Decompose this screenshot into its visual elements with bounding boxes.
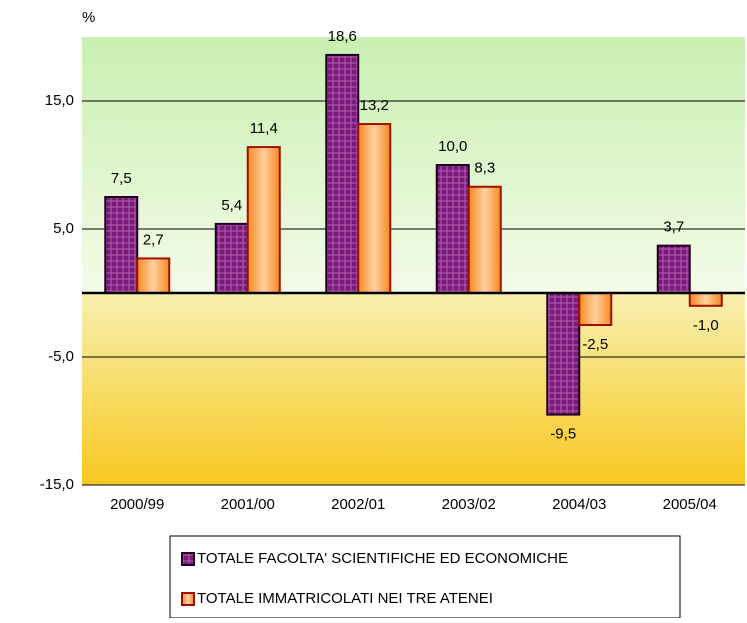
bar [246,146,281,294]
data-label: 10,0 [438,138,467,155]
plot-bg-top [82,37,745,293]
y-tick-label: 5,0 [53,220,74,237]
bar [578,292,613,326]
data-label: -1,0 [693,317,719,334]
data-label: 8,3 [474,160,495,177]
x-tick-label: 2000/99 [110,496,164,513]
x-tick-label: 2002/01 [331,496,385,513]
plot-bg-bottom [82,293,745,485]
data-label: 3,7 [663,219,684,236]
bar [467,185,502,294]
data-label: 13,2 [360,97,389,114]
data-label: -9,5 [550,426,576,443]
bar [325,53,360,294]
x-tick-label: 2003/02 [442,496,496,513]
bar [656,244,691,294]
data-label: 11,4 [250,120,278,137]
y-tick-label: -15,0 [40,476,74,493]
y-unit: % [82,9,95,26]
bar [214,222,249,295]
bar [136,257,171,295]
y-tick-label: 15,0 [45,92,74,109]
x-tick-label: 2005/04 [663,496,717,513]
legend-label: TOTALE FACOLTA' SCIENTIFICHE ED ECONOMIC… [197,550,568,567]
data-label: 18,6 [328,28,357,45]
bar [546,292,581,416]
bar [435,164,470,294]
bar [357,123,392,295]
x-tick-label: 2004/03 [552,496,606,513]
data-label: -2,5 [582,336,608,353]
data-label: 2,7 [143,231,164,248]
legend-swatch [181,552,195,566]
bar [688,292,723,307]
data-label: 5,4 [221,197,242,214]
data-label: 7,5 [111,170,132,187]
y-tick-label: -5,0 [48,348,74,365]
x-tick-label: 2001/00 [221,496,275,513]
legend-label: TOTALE IMMATRICOLATI NEI TRE ATENEI [197,590,493,607]
bar [104,196,139,294]
legend [169,535,681,619]
legend-swatch [181,592,195,606]
